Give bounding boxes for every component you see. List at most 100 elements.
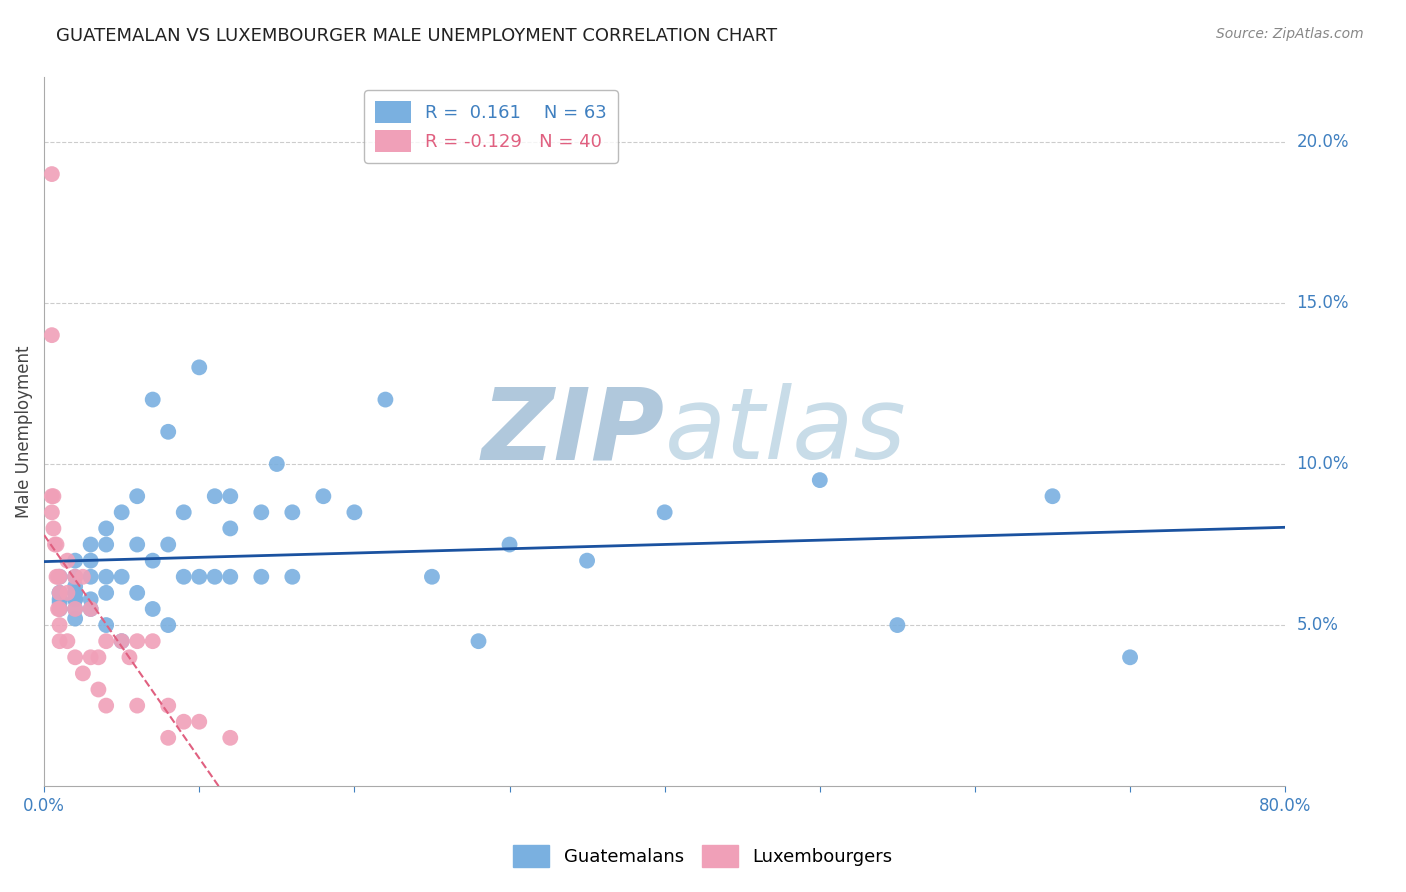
Point [42, 521, 65, 535]
Point [188, 714, 211, 729]
Point [63, 570, 86, 584]
Point [63, 586, 86, 600]
Point [48, 602, 70, 616]
Point [79, 570, 101, 584]
Point [63, 612, 86, 626]
Point [63, 554, 86, 568]
Point [41, 489, 63, 503]
Point [96, 618, 118, 632]
Point [79, 650, 101, 665]
Point [96, 537, 118, 551]
Point [281, 570, 304, 584]
Point [219, 570, 242, 584]
Point [63, 586, 86, 600]
Point [72, 666, 94, 681]
Text: atlas: atlas [665, 384, 907, 480]
Point [250, 570, 273, 584]
Point [79, 602, 101, 616]
Point [173, 505, 195, 519]
Point [48, 634, 70, 648]
Point [42, 489, 65, 503]
Point [127, 489, 149, 503]
Point [56, 634, 79, 648]
Point [118, 650, 141, 665]
Text: ZIP: ZIP [482, 384, 665, 480]
Legend: R =  0.161    N = 63, R = -0.129   N = 40: R = 0.161 N = 63, R = -0.129 N = 40 [364, 90, 617, 163]
Point [63, 579, 86, 593]
Point [343, 505, 366, 519]
Point [219, 521, 242, 535]
Point [808, 473, 831, 487]
Point [157, 425, 180, 439]
Point [41, 328, 63, 343]
Point [188, 570, 211, 584]
Point [219, 731, 242, 745]
Point [1119, 650, 1142, 665]
Point [48, 602, 70, 616]
Point [63, 570, 86, 584]
Point [48, 586, 70, 600]
Point [157, 731, 180, 745]
Point [48, 586, 70, 600]
Point [127, 698, 149, 713]
Point [111, 634, 134, 648]
Point [96, 634, 118, 648]
Point [56, 554, 79, 568]
Point [204, 489, 226, 503]
Point [188, 360, 211, 375]
Point [63, 592, 86, 607]
Point [374, 392, 396, 407]
Point [48, 618, 70, 632]
Point [498, 537, 520, 551]
Point [157, 618, 180, 632]
Point [281, 505, 304, 519]
Point [142, 392, 165, 407]
Point [45, 570, 67, 584]
Point [48, 570, 70, 584]
Point [111, 505, 134, 519]
Point [63, 650, 86, 665]
Text: 5.0%: 5.0% [1296, 616, 1339, 634]
Text: 20.0%: 20.0% [1296, 133, 1348, 151]
Point [420, 570, 443, 584]
Point [96, 570, 118, 584]
Point [96, 586, 118, 600]
Point [87, 650, 110, 665]
Point [63, 602, 86, 616]
Point [41, 167, 63, 181]
Y-axis label: Male Unemployment: Male Unemployment [15, 345, 32, 518]
Point [142, 602, 165, 616]
Point [157, 698, 180, 713]
Text: 15.0%: 15.0% [1296, 294, 1348, 312]
Point [142, 634, 165, 648]
Point [127, 586, 149, 600]
Point [45, 537, 67, 551]
Point [44, 537, 66, 551]
Point [46, 602, 69, 616]
Point [173, 570, 195, 584]
Point [41, 505, 63, 519]
Point [266, 457, 288, 471]
Point [111, 570, 134, 584]
Point [312, 489, 335, 503]
Point [157, 537, 180, 551]
Point [250, 505, 273, 519]
Point [48, 586, 70, 600]
Text: 10.0%: 10.0% [1296, 455, 1348, 473]
Point [654, 505, 676, 519]
Point [219, 489, 242, 503]
Legend: Guatemalans, Luxembourgers: Guatemalans, Luxembourgers [506, 838, 900, 874]
Point [576, 554, 599, 568]
Point [48, 570, 70, 584]
Point [48, 592, 70, 607]
Point [46, 570, 69, 584]
Point [111, 634, 134, 648]
Point [79, 554, 101, 568]
Point [48, 595, 70, 609]
Point [467, 634, 489, 648]
Point [127, 634, 149, 648]
Point [79, 537, 101, 551]
Text: Source: ZipAtlas.com: Source: ZipAtlas.com [1216, 27, 1364, 41]
Point [63, 592, 86, 607]
Point [96, 521, 118, 535]
